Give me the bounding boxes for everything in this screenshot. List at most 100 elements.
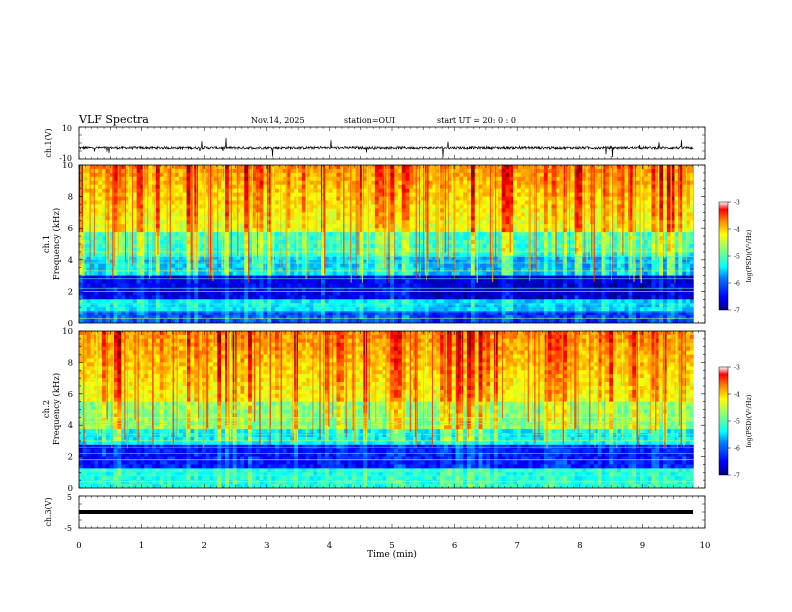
s1-cell [263, 216, 268, 221]
s1-cell [105, 283, 111, 288]
s1-cell [294, 204, 299, 209]
s1-cell [113, 216, 118, 221]
s1-cell [144, 196, 149, 201]
s1-cell [643, 259, 649, 265]
s1-cell [532, 263, 537, 269]
s1-cell [86, 168, 91, 174]
s1-cell [251, 216, 257, 221]
s1-cell [559, 271, 564, 276]
s1-cell [182, 224, 187, 229]
s1-cell [148, 184, 153, 190]
s1-cell [236, 204, 241, 209]
s1-cell [240, 176, 245, 182]
s1-cell [678, 267, 683, 273]
s1-cell [417, 283, 422, 288]
s1-cell [248, 224, 253, 229]
s1-cell [213, 259, 218, 265]
s1-cell [570, 251, 576, 257]
s1-cell [689, 259, 695, 265]
s1-cell [236, 283, 241, 288]
s1-cell [351, 176, 357, 182]
s1-cell [313, 283, 318, 288]
s1-cell [213, 267, 218, 273]
s1-cell [363, 255, 368, 261]
s1-cell [232, 279, 237, 284]
s1-cell [470, 188, 476, 194]
s1-cell [136, 263, 141, 269]
s1-cell [117, 212, 122, 217]
s1-cell [82, 192, 88, 197]
s1-cell [643, 255, 649, 261]
s1-cell [394, 255, 399, 261]
s1-cell [497, 263, 503, 269]
s1-cell [624, 208, 629, 213]
s1-cell [198, 176, 203, 182]
s1-cell [678, 212, 683, 217]
s1-cell [428, 180, 433, 186]
s1-cell [670, 271, 675, 276]
s1-cell [355, 279, 360, 284]
s1-cell [551, 267, 556, 273]
s1-cell [551, 188, 556, 194]
s1-cell [513, 259, 518, 265]
s1-cell [167, 267, 172, 273]
s1-cell [601, 220, 606, 225]
s1-cell [413, 200, 418, 205]
s1-cell [651, 244, 656, 249]
s1-cell [386, 283, 391, 288]
s1-cell [397, 251, 403, 257]
s1-cell [336, 168, 341, 174]
s1-cell [259, 192, 264, 197]
s1-cell [574, 247, 579, 253]
s1-cell [298, 247, 303, 253]
s1-cell [378, 220, 383, 225]
ch1-waveform-trace [79, 137, 694, 158]
s1-cell [536, 232, 541, 237]
s1-cell [663, 271, 668, 276]
s1-cell [155, 275, 161, 280]
s1-cell [113, 287, 118, 292]
s1-cell [374, 228, 380, 233]
s1-cell [344, 263, 349, 269]
s1-cell [551, 180, 556, 186]
s1-cell [332, 216, 337, 221]
s1-cell [324, 200, 330, 205]
s1-cell [371, 192, 376, 197]
s1-cell [524, 184, 529, 190]
s1-cell [543, 275, 549, 280]
s1-cell [478, 236, 483, 241]
s1-cell [432, 232, 437, 237]
s1-cell [566, 168, 572, 174]
s1-cell [148, 200, 153, 205]
s1-cell [324, 216, 330, 221]
s1-cell [294, 192, 299, 197]
s1-cell [613, 208, 618, 213]
s1-cell [486, 263, 491, 269]
s1-cell [628, 180, 633, 186]
s1-cell [186, 224, 191, 229]
s1-cell [486, 279, 491, 284]
s1-cell [244, 240, 249, 245]
s1-cell [397, 176, 403, 182]
s1-cell [86, 184, 91, 190]
s1-cell [286, 267, 291, 273]
s1-cell [178, 184, 184, 190]
s1-cell [647, 259, 652, 265]
s1-cell [363, 184, 368, 190]
s1-cell [682, 165, 687, 170]
s1-cell [236, 271, 241, 276]
s1-cell [363, 263, 368, 269]
s1-cell [505, 172, 510, 178]
s1-cell [263, 267, 268, 273]
s1-cell [444, 236, 449, 241]
s1-cell [298, 224, 303, 229]
s1-cell [520, 196, 526, 201]
s1-cell [198, 271, 203, 276]
s1-cell [616, 208, 622, 213]
s1-cell [371, 168, 376, 174]
s1-cell [140, 259, 145, 265]
s1-cell [125, 180, 130, 186]
s1-cell [313, 208, 318, 213]
s1-cell [513, 240, 518, 245]
s1-cell [82, 188, 88, 194]
